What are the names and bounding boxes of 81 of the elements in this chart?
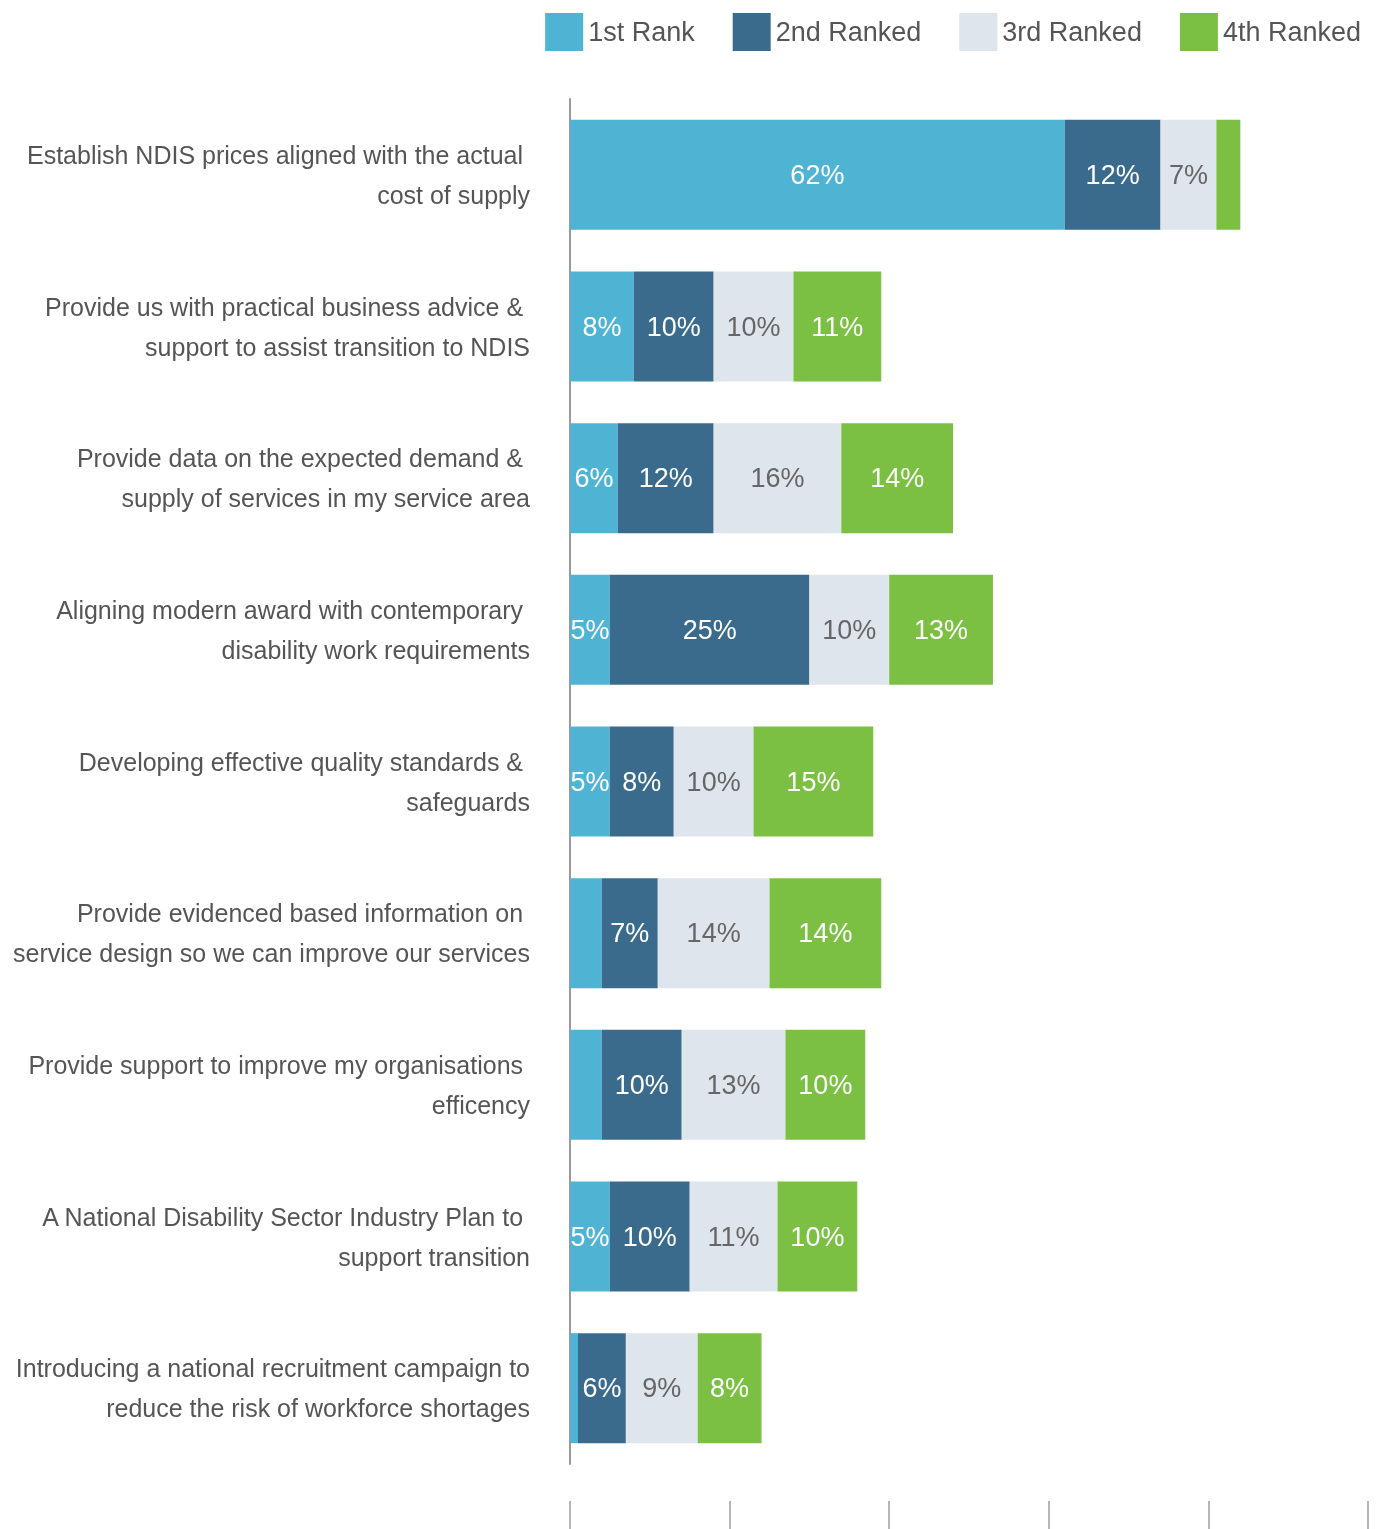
data-label: 14% bbox=[870, 463, 925, 494]
bar bbox=[889, 574, 993, 685]
bar bbox=[609, 1181, 690, 1292]
data-label: 15% bbox=[786, 766, 841, 797]
bar bbox=[570, 1181, 610, 1292]
y-tick-label: Aligning modern award with contemporary disability work requirements bbox=[56, 595, 530, 664]
bar bbox=[1064, 119, 1161, 230]
bar bbox=[633, 271, 714, 382]
bar bbox=[769, 878, 882, 989]
data-label: 7% bbox=[610, 918, 650, 949]
data-label: 9% bbox=[642, 1373, 682, 1404]
data-label: 10% bbox=[798, 1069, 853, 1100]
bar bbox=[1160, 119, 1217, 230]
bar bbox=[577, 1333, 626, 1444]
bar bbox=[601, 878, 658, 989]
bar bbox=[697, 1333, 762, 1444]
data-label: 7% bbox=[1168, 159, 1208, 190]
y-tick-label: Provide us with practical business advice & support to assist transition to NDIS bbox=[45, 292, 530, 361]
data-label: 8% bbox=[710, 1373, 750, 1404]
data-label: 13% bbox=[914, 614, 969, 645]
legend-label: 2nd Ranked bbox=[775, 17, 922, 47]
bar bbox=[777, 1181, 858, 1292]
data-label: 62% bbox=[790, 159, 845, 190]
y-tick-label: A National Disability Sector Industry Plan to support transition bbox=[42, 1202, 530, 1271]
bar bbox=[570, 574, 610, 685]
bar bbox=[657, 878, 770, 989]
y-tick-label: Provide support to improve my organisations efficency bbox=[28, 1050, 531, 1119]
y-tick-label: Establish NDIS prices aligned with the actual cost of supply bbox=[26, 140, 531, 209]
data-label: 5% bbox=[570, 766, 610, 797]
bar bbox=[609, 574, 810, 685]
data-label: 8% bbox=[582, 311, 622, 342]
bar bbox=[570, 1029, 602, 1140]
y-tick-label: Developing effective quality standards & safeguards bbox=[78, 747, 530, 816]
bar bbox=[570, 423, 618, 534]
data-label: 10% bbox=[622, 1221, 677, 1252]
bar bbox=[785, 1029, 866, 1140]
bar bbox=[625, 1333, 698, 1444]
legend-label: 3rd Ranked bbox=[1002, 17, 1142, 47]
data-label: 10% bbox=[646, 311, 701, 342]
bar bbox=[841, 423, 954, 534]
data-label: 14% bbox=[798, 918, 853, 949]
legend-label: 1st Rank bbox=[588, 17, 696, 47]
bar bbox=[570, 271, 634, 382]
bar bbox=[681, 1029, 786, 1140]
bar bbox=[617, 423, 714, 534]
y-tick-label: Provide data on the expected demand & supply of services in my service area bbox=[76, 444, 531, 513]
bar bbox=[673, 726, 754, 837]
y-tick-label: Provide evidenced based information on service design so we can improve our services bbox=[13, 899, 530, 968]
data-label: 11% bbox=[707, 1221, 760, 1252]
bar bbox=[1216, 119, 1241, 230]
bar bbox=[570, 1333, 578, 1444]
bar bbox=[713, 423, 842, 534]
data-label: 6% bbox=[574, 463, 614, 494]
bar bbox=[601, 1029, 682, 1140]
data-label: 13% bbox=[706, 1069, 761, 1100]
y-tick-label: Introducing a national recruitment campaign to reduce the risk of workforce shortages bbox=[15, 1354, 530, 1423]
data-label: 8% bbox=[622, 766, 662, 797]
bar bbox=[793, 271, 882, 382]
data-label: 12% bbox=[1085, 159, 1140, 190]
data-label: 11% bbox=[811, 311, 864, 342]
data-label: 10% bbox=[822, 614, 877, 645]
data-label: 12% bbox=[638, 463, 693, 494]
bar bbox=[753, 726, 874, 837]
data-label: 16% bbox=[750, 463, 805, 494]
data-label: 10% bbox=[726, 311, 781, 342]
data-label: 25% bbox=[682, 614, 737, 645]
data-label: 6% bbox=[582, 1373, 622, 1404]
bar bbox=[689, 1181, 778, 1292]
data-label: 10% bbox=[790, 1221, 845, 1252]
bar bbox=[570, 726, 610, 837]
bar bbox=[570, 119, 1065, 230]
data-label: 14% bbox=[686, 918, 741, 949]
bar bbox=[609, 726, 674, 837]
data-label: 5% bbox=[570, 1221, 610, 1252]
bar bbox=[713, 271, 794, 382]
legend-label: 4th Ranked bbox=[1222, 17, 1362, 47]
bar bbox=[809, 574, 890, 685]
data-label: 10% bbox=[614, 1069, 669, 1100]
data-label: 10% bbox=[686, 766, 741, 797]
data-label: 5% bbox=[570, 614, 610, 645]
bar bbox=[570, 878, 602, 989]
